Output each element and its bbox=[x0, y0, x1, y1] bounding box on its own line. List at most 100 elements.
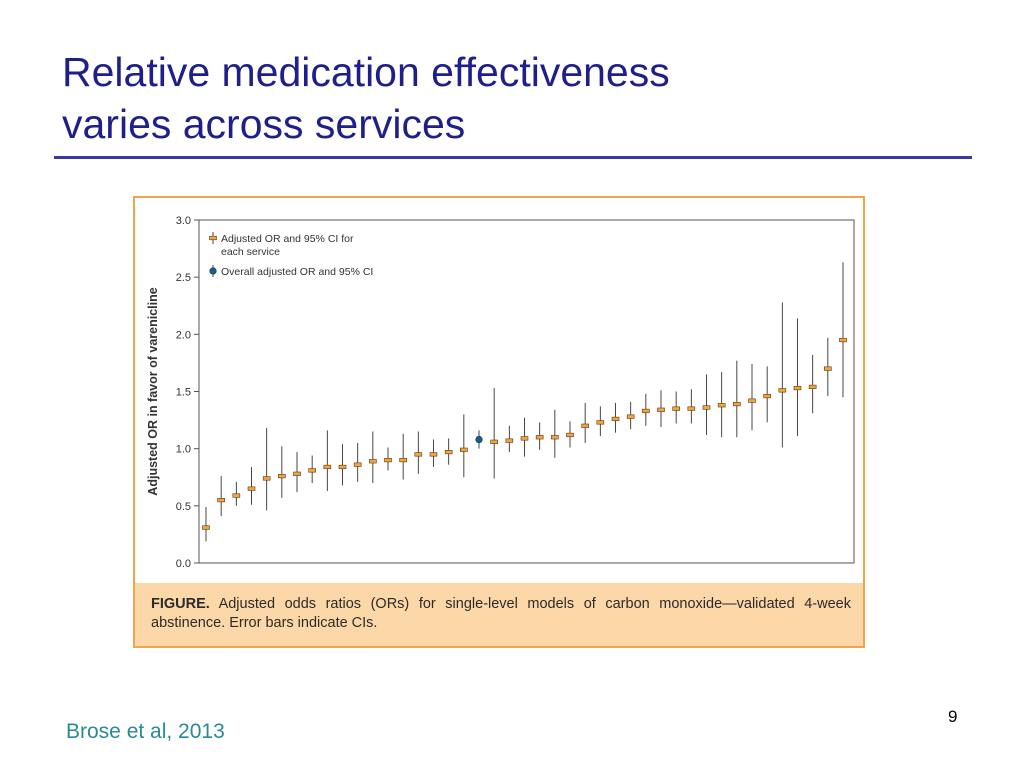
service-or-marker bbox=[839, 337, 847, 343]
legend-service-label: Adjusted OR and 95% CI for each service bbox=[221, 233, 354, 258]
service-estimate bbox=[535, 422, 544, 450]
service-or-marker bbox=[414, 452, 423, 457]
service-or-marker bbox=[323, 464, 332, 470]
service-estimate bbox=[384, 447, 392, 471]
service-estimate bbox=[581, 402, 589, 443]
service-estimate bbox=[217, 476, 225, 517]
y-tick-label: 0.5 bbox=[176, 501, 191, 513]
service-estimate bbox=[232, 481, 241, 506]
service-estimate bbox=[338, 444, 347, 486]
service-estimate bbox=[490, 388, 498, 479]
service-estimate bbox=[460, 414, 468, 478]
service-estimate bbox=[672, 391, 680, 424]
service-or-marker bbox=[505, 438, 514, 443]
service-or-marker bbox=[733, 401, 741, 407]
service-or-marker bbox=[808, 384, 817, 390]
service-estimate bbox=[839, 262, 847, 398]
y-tick-label: 2.0 bbox=[176, 329, 191, 341]
service-or-marker bbox=[657, 407, 665, 412]
slide-title-line-2: varies across services bbox=[62, 101, 466, 147]
service-estimate bbox=[369, 431, 377, 483]
service-or-marker bbox=[217, 498, 225, 503]
y-tick-label: 1.0 bbox=[176, 444, 191, 456]
citation: Brose et al, 2013 bbox=[66, 720, 225, 743]
service-or-marker bbox=[232, 493, 241, 498]
service-estimate bbox=[611, 402, 620, 433]
service-estimate bbox=[353, 442, 362, 482]
service-or-marker bbox=[490, 439, 498, 444]
service-or-marker bbox=[520, 436, 529, 441]
y-tick-label: 1.5 bbox=[176, 387, 191, 399]
service-estimate bbox=[505, 425, 514, 453]
slide-title: Relative medication effectiveness varies… bbox=[62, 46, 670, 150]
service-or-marker bbox=[293, 471, 301, 476]
service-or-marker bbox=[535, 435, 544, 440]
service-estimate bbox=[626, 401, 635, 430]
service-estimate bbox=[642, 393, 650, 426]
service-estimate bbox=[308, 455, 316, 483]
overall-estimate bbox=[475, 430, 483, 449]
legend-service-marker-swatch bbox=[209, 235, 217, 241]
service-or-marker bbox=[824, 366, 832, 371]
service-or-marker bbox=[444, 449, 453, 455]
service-estimate bbox=[399, 433, 407, 480]
service-or-marker bbox=[369, 459, 377, 464]
service-estimate bbox=[293, 452, 301, 493]
service-or-marker bbox=[626, 414, 635, 419]
service-or-marker bbox=[338, 464, 347, 470]
y-axis-label: Adjusted OR in favor of varenicline bbox=[146, 287, 160, 495]
figure-caption-body: Adjusted odds ratios (ORs) for single-le… bbox=[151, 596, 851, 631]
figure-caption-label: FIGURE. bbox=[151, 596, 210, 612]
service-or-marker bbox=[778, 388, 787, 393]
legend-overall-label: Overall adjusted OR and 95% CI bbox=[221, 266, 373, 278]
legend-service-label-line-1: Adjusted OR and 95% CI for bbox=[221, 233, 354, 245]
service-estimate bbox=[520, 417, 529, 457]
service-or-marker bbox=[429, 452, 438, 457]
service-estimate bbox=[763, 366, 771, 423]
service-or-marker bbox=[717, 403, 726, 408]
service-or-marker bbox=[642, 408, 650, 414]
legend-overall-marker-swatch bbox=[209, 267, 217, 275]
service-estimate bbox=[596, 406, 605, 437]
figure-caption-band: FIGURE. Adjusted odds ratios (ORs) for s… bbox=[135, 583, 863, 646]
service-estimate bbox=[566, 421, 574, 448]
service-or-marker bbox=[702, 405, 711, 410]
service-estimate bbox=[262, 428, 271, 511]
service-or-marker bbox=[611, 416, 620, 422]
service-or-marker bbox=[687, 406, 696, 411]
service-estimate bbox=[793, 318, 802, 437]
service-estimate bbox=[323, 430, 332, 491]
service-estimate bbox=[778, 302, 787, 448]
service-or-marker bbox=[384, 457, 392, 463]
service-estimate bbox=[657, 390, 665, 427]
service-or-marker bbox=[202, 525, 210, 530]
title-divider bbox=[54, 156, 972, 159]
figure-caption: FIGURE. Adjusted odds ratios (ORs) for s… bbox=[151, 595, 851, 633]
service-or-marker bbox=[460, 447, 468, 452]
service-or-marker bbox=[793, 385, 802, 391]
service-or-marker bbox=[262, 476, 271, 481]
service-or-marker bbox=[596, 420, 605, 425]
service-estimate bbox=[717, 372, 726, 438]
service-or-marker bbox=[278, 474, 286, 479]
service-estimate bbox=[733, 360, 741, 438]
service-or-marker bbox=[566, 432, 574, 438]
service-estimate bbox=[247, 466, 256, 505]
service-estimate bbox=[278, 446, 286, 498]
legend-service-label-line-2: each service bbox=[221, 246, 280, 258]
service-or-marker bbox=[581, 423, 589, 428]
service-estimate bbox=[687, 389, 696, 424]
service-estimate bbox=[202, 506, 210, 542]
y-tick-label: 2.5 bbox=[176, 272, 191, 284]
y-tick-label: 3.0 bbox=[176, 215, 191, 227]
service-estimate bbox=[551, 409, 559, 458]
service-or-marker bbox=[308, 468, 316, 473]
y-tick-label: 0.0 bbox=[176, 558, 191, 570]
service-estimate bbox=[444, 438, 453, 465]
page-number: 9 bbox=[948, 707, 958, 726]
service-estimate bbox=[824, 337, 832, 397]
figure-panel: 0.0 0.5 1.0 1.5 2.0 2.5 3.0 Adjusted OR in favo… bbox=[133, 196, 865, 648]
service-or-marker bbox=[399, 457, 407, 463]
service-or-marker bbox=[672, 406, 680, 411]
service-or-marker bbox=[748, 398, 756, 403]
